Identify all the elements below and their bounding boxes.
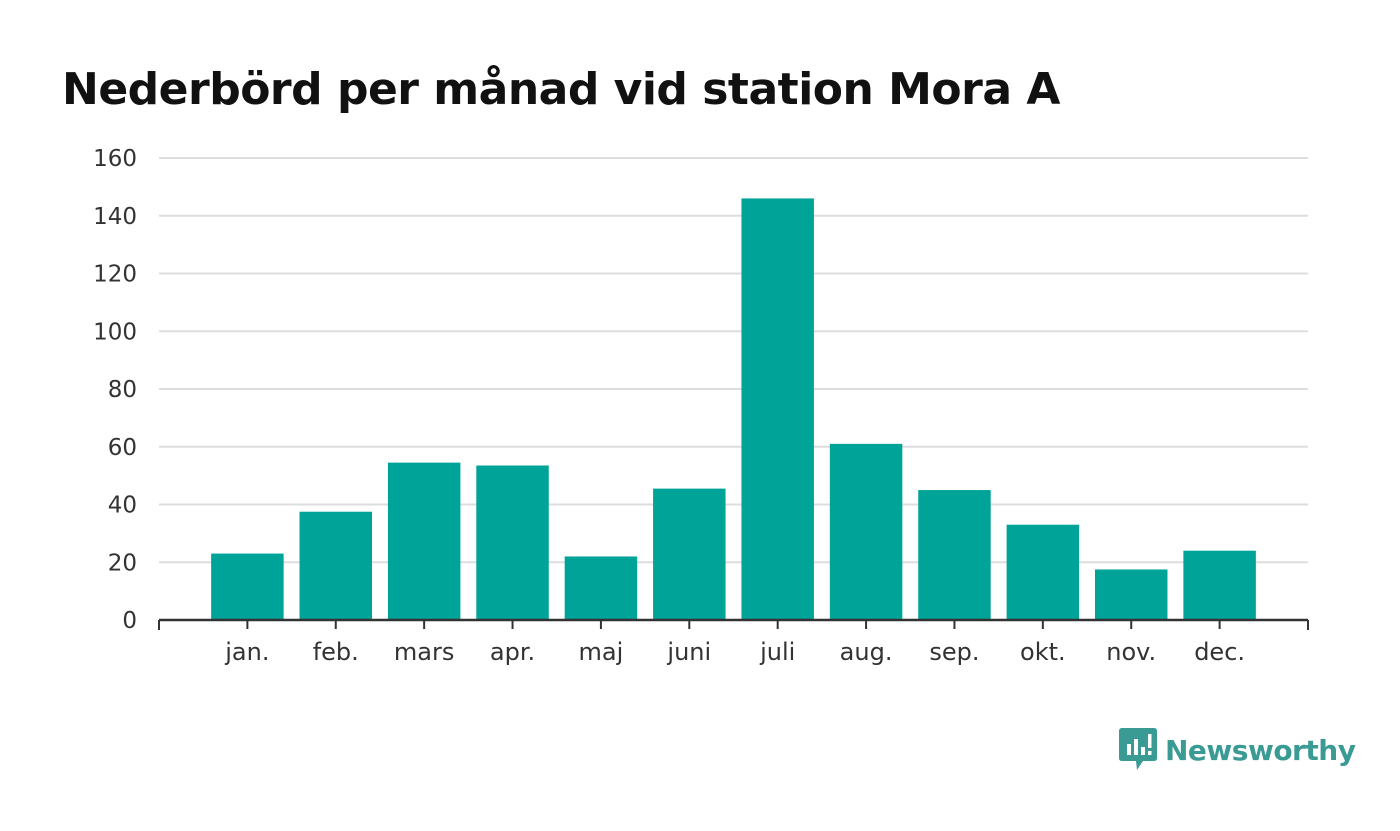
bar-mars — [387, 462, 461, 620]
x-tick-labels: jan. feb. mars apr. maj juni juli aug. sep. okt. n… — [224, 638, 1245, 666]
x-axis — [158, 618, 1309, 630]
newsworthy-logo-icon — [1119, 728, 1157, 770]
x-tick-label: maj — [579, 638, 624, 666]
y-tick-label: 0 — [122, 608, 137, 634]
bar-apr — [476, 465, 549, 620]
y-tick-label: 140 — [93, 204, 137, 230]
x-tick-label: juli — [759, 638, 795, 666]
x-tick-label: mars — [394, 638, 454, 666]
bar-maj — [564, 556, 638, 620]
brand-name: Newsworthy — [1165, 733, 1356, 767]
brand: Newsworthy — [1119, 728, 1356, 772]
bar-chart: 0 20 40 60 80 100 120 140 160 jan. feb. mars apr. ma… — [93, 146, 1309, 666]
bar-juni — [653, 488, 726, 620]
y-tick-label: 160 — [93, 146, 137, 172]
y-tick-label: 100 — [93, 319, 137, 345]
x-tick-label: sep. — [929, 638, 979, 666]
y-tick-label: 80 — [108, 377, 137, 403]
x-tick-label: dec. — [1194, 638, 1245, 666]
bars — [211, 198, 1256, 621]
y-tick-label: 120 — [93, 262, 137, 288]
y-tick-label: 60 — [108, 435, 137, 461]
bar-aug — [829, 443, 903, 620]
y-tick-label: 20 — [108, 550, 137, 576]
y-tick-labels: 0 20 40 60 80 100 120 140 160 — [93, 146, 137, 634]
bar-feb — [299, 511, 373, 620]
x-tick-label: feb. — [313, 638, 359, 666]
x-tick-label: okt. — [1020, 638, 1066, 666]
chart-title: Nederbörd per månad vid station Mora A — [62, 64, 1060, 115]
gridlines — [159, 157, 1308, 564]
bar-dec — [1183, 550, 1256, 620]
bar-nov — [1094, 569, 1168, 620]
bar-sep — [918, 490, 991, 620]
x-tick-label: apr. — [490, 638, 535, 666]
x-tick-label: nov. — [1106, 638, 1156, 666]
y-tick-label: 40 — [108, 493, 137, 519]
bar-juli — [741, 198, 814, 621]
x-tick-label: juni — [666, 638, 711, 666]
bar-okt — [1006, 524, 1080, 620]
bar-jan — [211, 553, 284, 620]
x-tick-label: jan. — [224, 638, 269, 666]
x-tick-label: aug. — [840, 638, 893, 666]
